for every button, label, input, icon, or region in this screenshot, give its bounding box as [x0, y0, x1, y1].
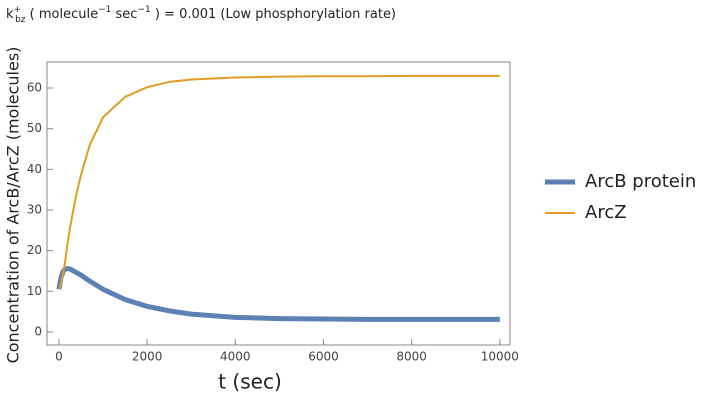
title-part: sec	[111, 7, 137, 22]
y-tick-label: 30	[27, 203, 42, 217]
x-axis-label: t (sec)	[218, 370, 282, 394]
y-tick-label: 50	[27, 121, 42, 135]
plot-frame	[46, 61, 511, 346]
line-series	[57, 74, 500, 290]
title-part: ) = 0.001 (Low phosphorylation rate)	[151, 7, 396, 22]
legend-label: ArcB protein	[585, 171, 696, 192]
y-tick-label: 40	[27, 162, 42, 176]
title-part: ( molecule	[26, 7, 99, 22]
y-tick-label: 0	[34, 324, 42, 338]
x-tick-label: 8000	[396, 350, 427, 364]
title-part: −1	[98, 5, 111, 15]
x-tick-label: 4000	[220, 350, 251, 364]
y-tick-label: 10	[27, 284, 42, 298]
x-tick-label: 10000	[481, 350, 519, 364]
y-axis-label: Concentration of ArcB/ArcZ (molecules)	[4, 47, 23, 364]
title-part: k	[6, 7, 14, 22]
y-tick-label: 20	[27, 243, 42, 257]
x-tick-label: 0	[55, 350, 63, 364]
title-part: −1	[137, 5, 150, 15]
title-part: +	[14, 5, 22, 15]
line-series	[56, 266, 500, 322]
x-tick-label: 2000	[132, 350, 163, 364]
y-tick-label: 60	[27, 81, 42, 95]
x-tick-label: 6000	[308, 350, 339, 364]
legend-label: ArcZ	[585, 202, 627, 223]
title-part: bz	[15, 15, 26, 25]
chart-title: k+ bz ( molecule−1 sec−1 ) = 0.001 (Low p…	[6, 5, 396, 25]
